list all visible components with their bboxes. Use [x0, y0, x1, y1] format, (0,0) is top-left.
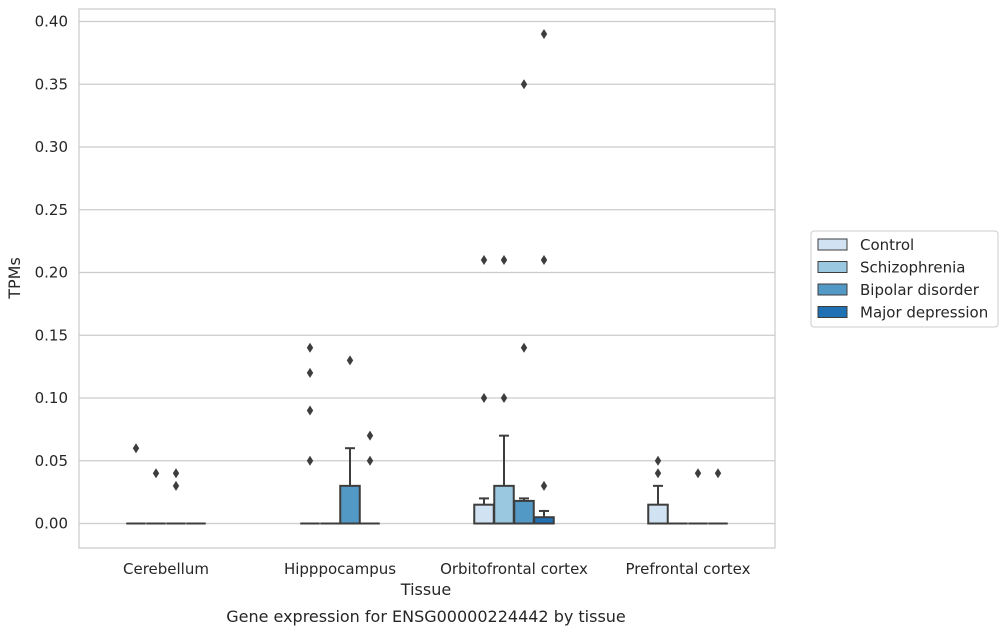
legend-label: Bipolar disorder	[860, 281, 980, 299]
outlier-point	[520, 79, 528, 90]
legend-swatch	[817, 283, 848, 296]
x-tick-label: Prefrontal cortex	[626, 560, 751, 578]
outlier-point	[654, 468, 662, 479]
figure-caption: Gene expression for ENSG00000224442 by t…	[226, 607, 626, 626]
box-orbitofrontal-cortex-bipolar-disorder	[513, 497, 535, 525]
y-tick-label: 0.15	[35, 326, 68, 344]
outlier-point	[366, 455, 374, 466]
legend-item-control: Control	[817, 236, 914, 254]
outlier-point	[306, 455, 314, 466]
plot-area-frame	[78, 8, 776, 549]
y-tick-label: 0.00	[35, 515, 68, 533]
legend-label: Major depression	[860, 304, 988, 322]
grid-lines	[79, 20, 775, 525]
outlier-point	[714, 468, 722, 479]
y-tick-label: 0.05	[35, 452, 68, 470]
legend-swatch	[817, 238, 848, 251]
box-orbitofrontal-cortex-major-depression	[533, 509, 555, 525]
legend-frame	[810, 230, 999, 328]
x-tick-label: Cerebellum	[123, 560, 209, 578]
outlier-point	[152, 468, 160, 479]
outlier-point	[540, 29, 548, 40]
outlier-point	[540, 254, 548, 265]
y-tick-label: 0.25	[35, 201, 68, 219]
legend-label: Control	[860, 236, 914, 254]
box-body	[339, 484, 361, 525]
boxes	[126, 434, 728, 525]
y-tick-label: 0.35	[35, 75, 68, 93]
box-hipppocampus-bipolar-disorder	[339, 447, 361, 525]
x-tick-labels: Cerebellum Hipppocampus Orbitofrontal cort…	[123, 560, 751, 578]
legend: Control Schizophrenia Bipolar disorder Majo…	[810, 230, 999, 328]
legend-label: Schizophrenia	[860, 259, 965, 277]
y-tick-label: 0.40	[35, 13, 68, 31]
box-orbitofrontal-cortex-control	[473, 497, 495, 525]
x-tick-label: Hipppocampus	[284, 560, 396, 578]
outlier-point	[172, 480, 180, 491]
outlier-point	[520, 342, 528, 353]
outlier-point	[366, 430, 374, 441]
box-prefrontal-cortex-control	[647, 484, 669, 525]
x-tick-label: Orbitofrontal cortex	[440, 560, 588, 578]
outlier-point	[306, 342, 314, 353]
outlier-point	[480, 393, 488, 403]
outlier-point	[480, 254, 488, 265]
outlier-point	[172, 468, 180, 479]
box-body	[493, 484, 515, 525]
box-orbitofrontal-cortex-schizophrenia	[493, 434, 515, 525]
legend-item-major-depression: Major depression	[817, 304, 988, 322]
outlier-point	[654, 455, 662, 466]
legend-item-schizophrenia: Schizophrenia	[817, 259, 965, 277]
outlier-point	[346, 355, 354, 366]
outlier-point	[306, 367, 314, 378]
outlier-point	[540, 480, 548, 491]
outlier-point	[306, 405, 314, 416]
y-tick-label: 0.20	[35, 264, 68, 282]
y-tick-label: 0.10	[35, 389, 68, 407]
legend-swatch	[817, 261, 848, 273]
legend-item-bipolar-disorder: Bipolar disorder	[817, 281, 980, 299]
outlier-point	[500, 254, 508, 265]
outlier-point	[694, 468, 702, 479]
box-body	[647, 503, 669, 525]
outlier-points	[132, 29, 722, 491]
box-body	[513, 499, 535, 525]
outlier-point	[500, 393, 508, 403]
y-tick-labels: 0.00 0.05 0.10 0.15 0.20 0.25 0.30 0.35 0.40	[35, 13, 68, 533]
y-tick-label: 0.30	[35, 138, 68, 156]
box-body	[473, 503, 495, 525]
legend-swatch	[817, 306, 848, 318]
outlier-point	[132, 443, 140, 454]
y-axis-title: TPMs	[5, 257, 24, 300]
x-axis-title: Tissue	[400, 580, 451, 599]
